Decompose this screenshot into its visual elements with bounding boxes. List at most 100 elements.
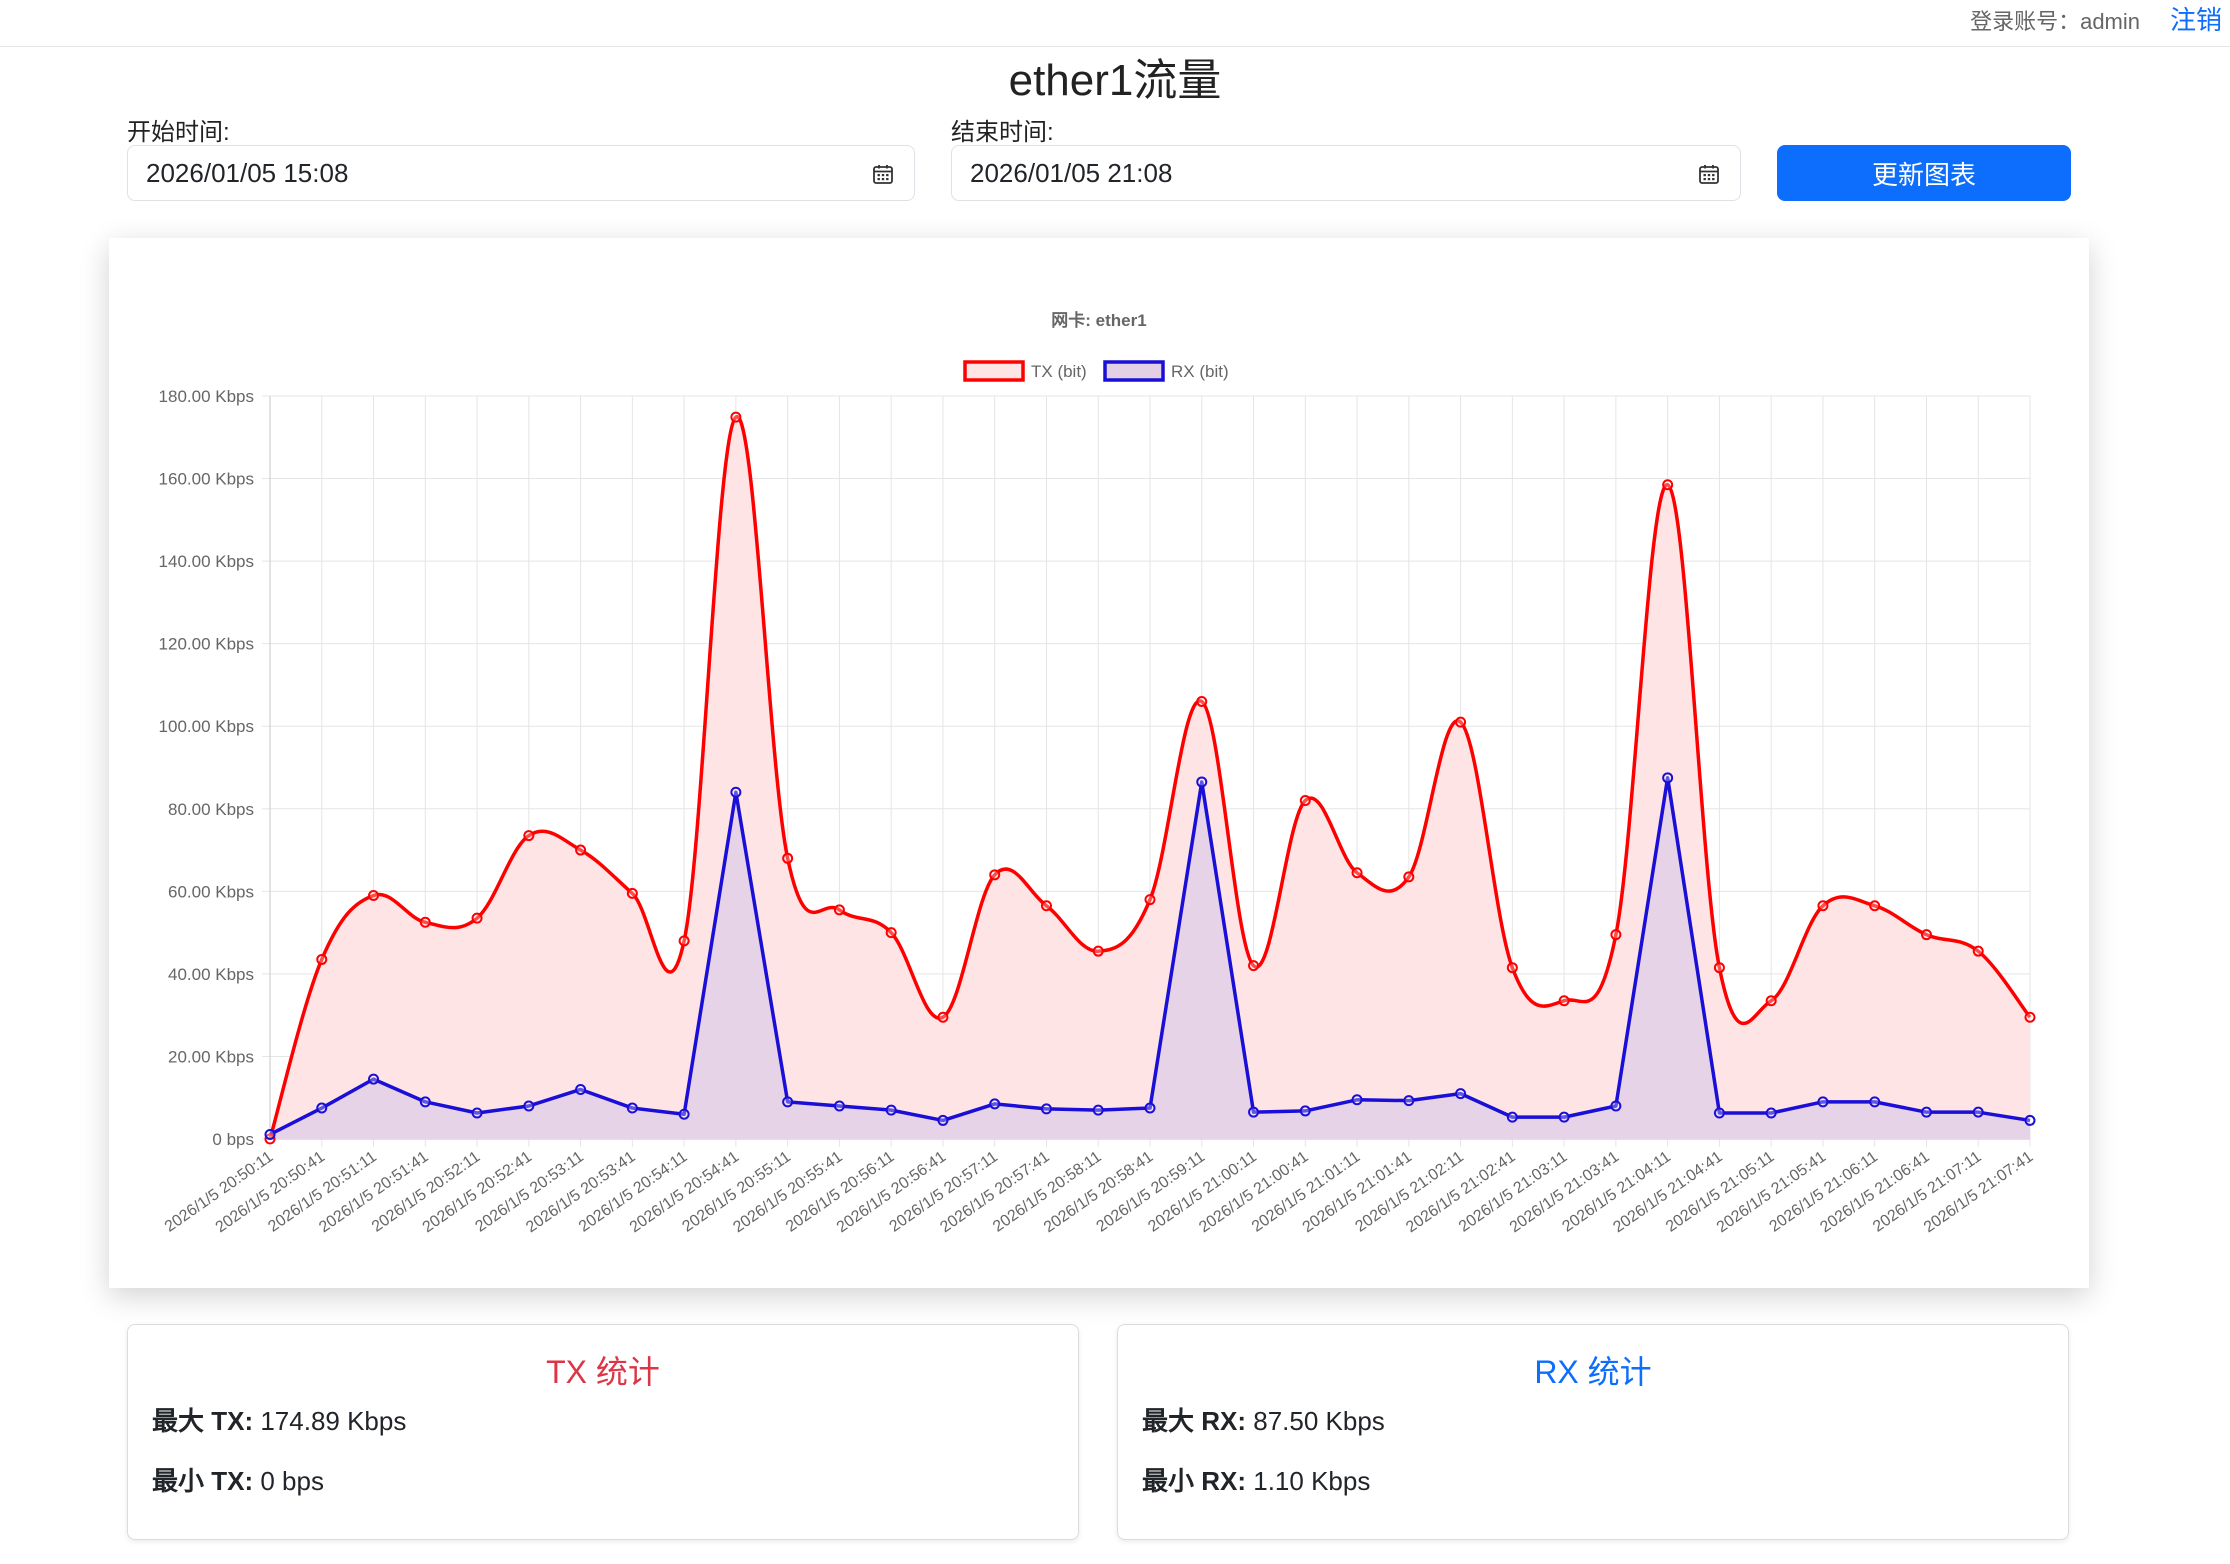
rx-stats-title: RX 统计 xyxy=(1534,1354,1652,1390)
calendar-icon[interactable] xyxy=(872,163,894,185)
tx-stats-title: TX 统计 xyxy=(546,1354,660,1390)
y-tick-label: 60.00 Kbps xyxy=(168,882,254,901)
data-point-rx[interactable] xyxy=(833,1100,845,1112)
data-point-tx[interactable] xyxy=(1248,960,1260,972)
data-point-rx[interactable] xyxy=(471,1107,483,1119)
data-point-tx[interactable] xyxy=(523,830,535,842)
data-point-rx[interactable] xyxy=(2024,1114,2036,1126)
data-point-rx[interactable] xyxy=(1248,1106,1260,1118)
data-point-tx[interactable] xyxy=(419,916,431,928)
data-point-tx[interactable] xyxy=(1299,795,1311,807)
data-point-tx[interactable] xyxy=(368,889,380,901)
chart-title: 网卡: ether1 xyxy=(1051,310,1146,330)
data-point-tx[interactable] xyxy=(885,927,897,939)
data-point-rx[interactable] xyxy=(1920,1106,1932,1118)
y-tick-label: 120.00 Kbps xyxy=(159,635,254,654)
data-point-tx[interactable] xyxy=(575,844,587,856)
end-time-input[interactable]: 2026/01/05 21:08 xyxy=(951,145,1741,201)
data-point-rx[interactable] xyxy=(1299,1105,1311,1117)
data-point-tx[interactable] xyxy=(1403,871,1415,883)
data-point-rx[interactable] xyxy=(937,1114,949,1126)
data-point-rx[interactable] xyxy=(316,1102,328,1114)
rx-max-row: 最大 RX: 87.50 Kbps xyxy=(1142,1401,1385,1438)
tx-min-value: 0 bps xyxy=(260,1466,324,1496)
data-point-tx[interactable] xyxy=(1765,995,1777,1007)
rx-max-value: 87.50 Kbps xyxy=(1253,1406,1385,1436)
data-point-tx[interactable] xyxy=(833,904,845,916)
data-point-rx[interactable] xyxy=(885,1104,897,1116)
data-point-tx[interactable] xyxy=(471,912,483,924)
data-point-rx[interactable] xyxy=(626,1102,638,1114)
data-point-rx[interactable] xyxy=(368,1073,380,1085)
data-point-rx[interactable] xyxy=(1351,1094,1363,1106)
data-point-tx[interactable] xyxy=(678,935,690,947)
data-point-tx[interactable] xyxy=(937,1011,949,1023)
data-point-rx[interactable] xyxy=(1558,1111,1570,1123)
data-point-rx[interactable] xyxy=(989,1098,1001,1110)
data-point-rx[interactable] xyxy=(1972,1106,1984,1118)
data-point-rx[interactable] xyxy=(1455,1088,1467,1100)
data-point-rx[interactable] xyxy=(264,1128,276,1140)
end-time-value: 2026/01/05 21:08 xyxy=(970,158,1173,188)
data-point-rx[interactable] xyxy=(1403,1095,1415,1107)
data-point-rx[interactable] xyxy=(1765,1107,1777,1119)
update-chart-button[interactable]: 更新图表 xyxy=(1777,145,2071,201)
data-point-rx[interactable] xyxy=(1144,1102,1156,1114)
rx-min-label: 最小 RX: xyxy=(1142,1466,1247,1496)
data-point-tx[interactable] xyxy=(1662,479,1674,491)
logout-link[interactable]: 注销 xyxy=(2169,5,2222,35)
legend-swatch-rx[interactable] xyxy=(1103,360,1165,382)
data-point-tx[interactable] xyxy=(2024,1011,2036,1023)
data-point-rx[interactable] xyxy=(730,786,742,798)
y-tick-label: 20.00 Kbps xyxy=(168,1047,254,1066)
tx-stats-card: TX 统计 最大 TX: 174.89 Kbps 最小 TX: 0 bps xyxy=(127,1324,1079,1540)
data-point-tx[interactable] xyxy=(316,953,328,965)
data-point-tx[interactable] xyxy=(782,852,794,864)
legend-label-rx[interactable]: RX (bit) xyxy=(1171,362,1229,381)
data-point-rx[interactable] xyxy=(1817,1096,1829,1108)
data-point-rx[interactable] xyxy=(1610,1100,1622,1112)
data-point-tx[interactable] xyxy=(1196,695,1208,707)
data-point-tx[interactable] xyxy=(1817,900,1829,912)
start-time-input[interactable]: 2026/01/05 15:08 xyxy=(127,145,915,201)
data-point-tx[interactable] xyxy=(1455,716,1467,728)
top-bar: 登录账号：admin 注销 xyxy=(0,0,2230,47)
y-tick-label: 180.00 Kbps xyxy=(159,387,254,406)
data-point-tx[interactable] xyxy=(1144,894,1156,906)
calendar-icon[interactable] xyxy=(1698,163,1720,185)
data-point-tx[interactable] xyxy=(1506,962,1518,974)
data-point-rx[interactable] xyxy=(523,1100,535,1112)
data-point-tx[interactable] xyxy=(1351,867,1363,879)
data-point-rx[interactable] xyxy=(1092,1104,1104,1116)
data-point-rx[interactable] xyxy=(1040,1103,1052,1115)
data-point-rx[interactable] xyxy=(1506,1111,1518,1123)
legend-label-tx[interactable]: TX (bit) xyxy=(1031,362,1087,381)
series-area-rx xyxy=(270,777,2030,1139)
data-point-rx[interactable] xyxy=(678,1108,690,1120)
data-point-tx[interactable] xyxy=(1558,995,1570,1007)
data-point-rx[interactable] xyxy=(1196,776,1208,788)
rx-min-row: 最小 RX: 1.10 Kbps xyxy=(1142,1461,1370,1498)
y-tick-label: 160.00 Kbps xyxy=(159,470,254,489)
data-point-rx[interactable] xyxy=(1869,1096,1881,1108)
data-point-tx[interactable] xyxy=(1610,929,1622,941)
data-point-tx[interactable] xyxy=(1869,900,1881,912)
data-point-tx[interactable] xyxy=(989,869,1001,881)
legend-swatch-tx[interactable] xyxy=(963,360,1025,382)
data-point-tx[interactable] xyxy=(1972,945,1984,957)
data-point-rx[interactable] xyxy=(575,1083,587,1095)
y-tick-label: 140.00 Kbps xyxy=(159,552,254,571)
data-point-tx[interactable] xyxy=(1040,900,1052,912)
data-point-rx[interactable] xyxy=(419,1096,431,1108)
login-account-label: 登录账号：admin xyxy=(1970,9,2140,34)
data-point-tx[interactable] xyxy=(730,411,742,423)
data-point-tx[interactable] xyxy=(1920,929,1932,941)
data-point-rx[interactable] xyxy=(782,1096,794,1108)
data-point-rx[interactable] xyxy=(1662,772,1674,784)
data-point-tx[interactable] xyxy=(626,887,638,899)
y-tick-label: 0 bps xyxy=(212,1130,254,1149)
data-point-tx[interactable] xyxy=(1092,945,1104,957)
series-line-rx xyxy=(269,776,2031,1137)
data-point-tx[interactable] xyxy=(1713,962,1725,974)
data-point-rx[interactable] xyxy=(1713,1107,1725,1119)
